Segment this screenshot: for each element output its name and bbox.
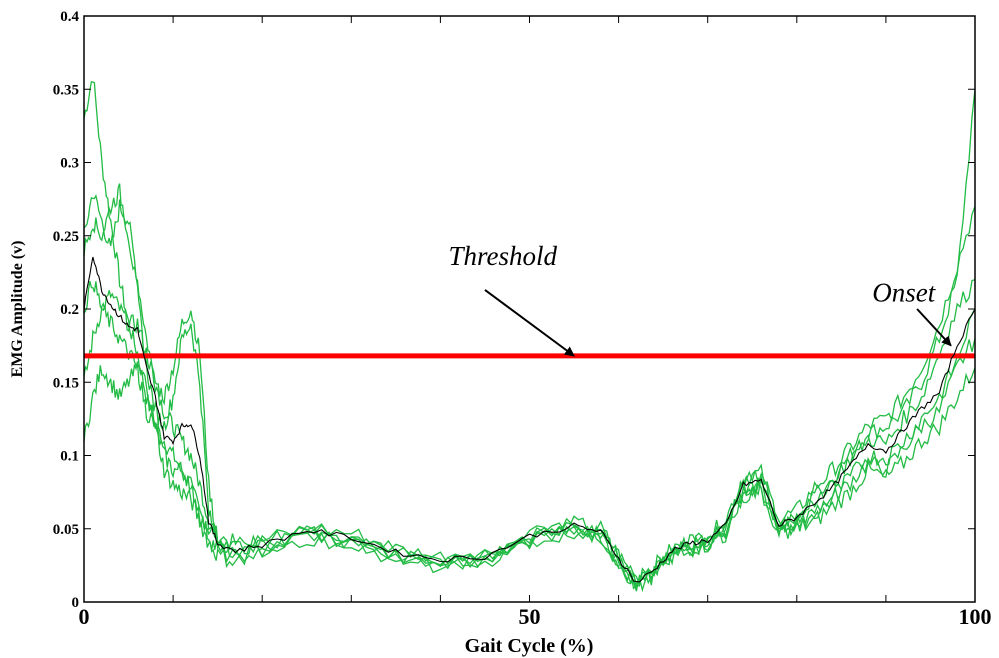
annotation-onset: Onset [872,278,936,308]
annotation-arrow-1 [484,289,575,357]
y-tick-label: 0.4 [60,9,79,25]
trial-line-5 [83,183,976,587]
trial-line-6 [83,281,976,593]
ticks-layer: 0 0.05 0.1 0.15 0.2 0.25 0.3 0.35 0.4 0 50 100 [53,9,992,629]
y-tick-label: 0.3 [60,156,79,172]
y-tick-label: 0.25 [53,229,79,245]
y-tick-label: 0.05 [53,522,79,538]
y-axis-label: EMG Amplitude (v) [9,241,26,378]
mean-layer [83,256,976,583]
y-tick-label: 0.1 [60,449,79,465]
annotations-layer: Threshold Onset [449,241,952,357]
trial-line-3 [83,290,976,590]
annotation-arrow-2 [916,308,952,347]
y-tick-label: 0.35 [53,82,79,98]
trials-layer [83,81,976,593]
y-tick-label: 0.2 [60,302,79,318]
x-tick-label: 0 [79,604,90,629]
mean-line [83,256,976,583]
trial-line-4 [83,361,976,586]
x-tick-label: 50 [519,604,541,629]
y-tick-label: 0 [72,595,80,611]
plot-area [84,16,975,602]
x-tick-label: 100 [959,604,992,629]
x-axis-label: Gait Cycle (%) [465,635,594,657]
annotation-threshold: Threshold [449,241,558,271]
y-tick-label: 0.15 [53,375,79,391]
